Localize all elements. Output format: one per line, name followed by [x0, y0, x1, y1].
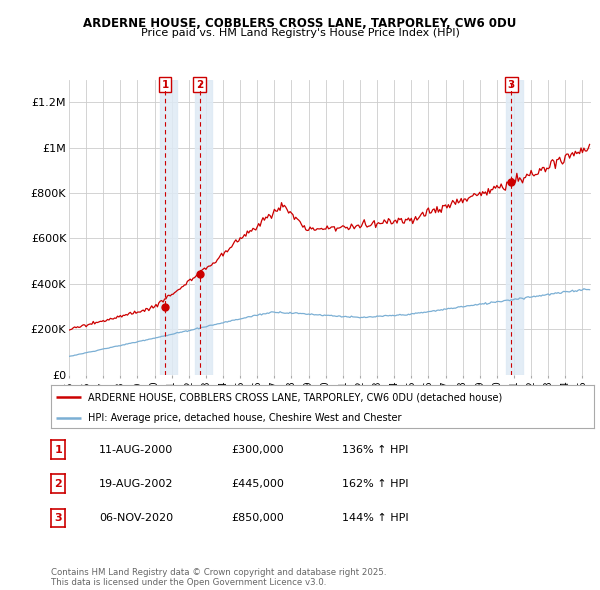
Text: 144% ↑ HPI: 144% ↑ HPI: [342, 513, 409, 523]
Text: 11-AUG-2000: 11-AUG-2000: [99, 445, 173, 454]
Text: 1: 1: [55, 445, 62, 454]
Bar: [506, 80, 523, 375]
Text: £850,000: £850,000: [231, 513, 284, 523]
Text: ARDERNE HOUSE, COBBLERS CROSS LANE, TARPORLEY, CW6 0DU (detached house): ARDERNE HOUSE, COBBLERS CROSS LANE, TARP…: [88, 392, 502, 402]
Text: HPI: Average price, detached house, Cheshire West and Chester: HPI: Average price, detached house, Ches…: [88, 414, 401, 424]
Text: £445,000: £445,000: [231, 479, 284, 489]
Text: 2: 2: [55, 479, 62, 489]
Text: 3: 3: [508, 80, 515, 90]
Text: Contains HM Land Registry data © Crown copyright and database right 2025.
This d: Contains HM Land Registry data © Crown c…: [51, 568, 386, 587]
Bar: [160, 80, 177, 375]
Text: Price paid vs. HM Land Registry's House Price Index (HPI): Price paid vs. HM Land Registry's House …: [140, 28, 460, 38]
Text: 1: 1: [161, 80, 169, 90]
Text: 2: 2: [196, 80, 203, 90]
Text: 3: 3: [55, 513, 62, 523]
Text: 162% ↑ HPI: 162% ↑ HPI: [342, 479, 409, 489]
Text: 06-NOV-2020: 06-NOV-2020: [99, 513, 173, 523]
Text: 19-AUG-2002: 19-AUG-2002: [99, 479, 173, 489]
Text: ARDERNE HOUSE, COBBLERS CROSS LANE, TARPORLEY, CW6 0DU: ARDERNE HOUSE, COBBLERS CROSS LANE, TARP…: [83, 17, 517, 30]
Bar: [194, 80, 212, 375]
Text: £300,000: £300,000: [231, 445, 284, 454]
Text: 136% ↑ HPI: 136% ↑ HPI: [342, 445, 409, 454]
